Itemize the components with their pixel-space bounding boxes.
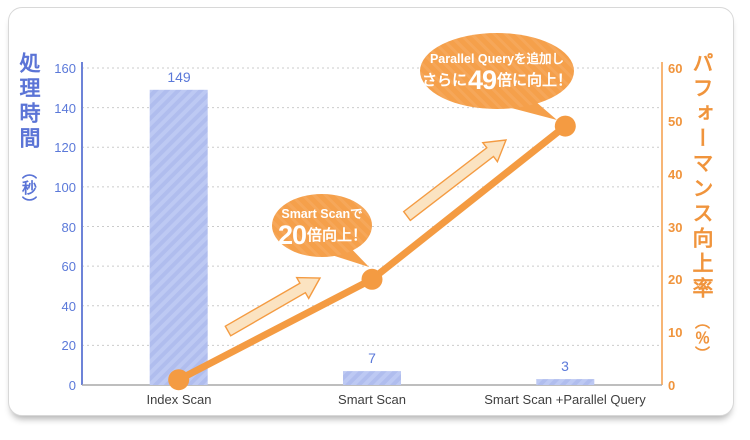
right-axis-title-text: パフォーマンス向上率 [690, 52, 713, 302]
annotation-big-number: 49 [467, 65, 497, 95]
line-marker [168, 369, 190, 391]
left-axis-tick-label: 20 [61, 338, 76, 353]
right-axis-tick-label: 10 [668, 325, 683, 340]
right-axis-unit: （％） [693, 313, 710, 362]
right-axis-tick-label: 20 [668, 272, 683, 287]
left-axis-tick-label: 120 [54, 140, 76, 155]
bar-value-label: 3 [561, 358, 569, 374]
right-axis-tick-label: 30 [668, 220, 683, 235]
category-label: Index Scan [146, 392, 212, 407]
left-axis-tick-label: 40 [61, 299, 76, 314]
bar-value-label: 7 [368, 350, 376, 366]
annotation-prefix: さらに [421, 72, 467, 89]
left-axis-tick-label: 140 [54, 101, 76, 116]
annotation-line1: Parallel Queryを追加し [429, 52, 565, 66]
category-label: Smart Scan +Parallel Query [484, 392, 646, 407]
annotation-suffix: 倍向上！ [307, 226, 368, 244]
annotation-line2: 20 倍向上！ [277, 219, 368, 250]
annotation-suffix: 倍に向上！ [497, 72, 573, 89]
left-axis-unit: （秒） [20, 163, 37, 212]
bar [536, 379, 595, 385]
right-axis-tick-label: 40 [668, 167, 683, 182]
left-axis-tick-label: 0 [68, 378, 76, 393]
growth-arrow [402, 139, 508, 222]
bar-value-label: 149 [167, 69, 191, 85]
annotation-line2: さらに 49 倍に向上！ [422, 67, 572, 94]
bar [343, 371, 401, 385]
annotation-line1: Smart Scanで [281, 206, 363, 221]
right-axis-tick-label: 0 [668, 378, 676, 393]
category-label: Smart Scan [338, 392, 406, 407]
left-axis-title: 処理時間 （秒） [17, 52, 40, 212]
line-marker [554, 115, 576, 137]
annotation-bubble: Parallel Queryを追加し さらに 49 倍に向上！ [420, 33, 574, 109]
annotation-bubble: Smart Scanで 20 倍向上！ [272, 194, 372, 257]
left-axis-tick-label: 60 [61, 259, 76, 274]
bar [149, 89, 208, 386]
right-axis-tick-label: 50 [668, 114, 683, 129]
growth-arrow [224, 276, 322, 337]
left-axis-tick-label: 160 [54, 61, 76, 76]
annotation-big-number: 20 [277, 219, 307, 250]
right-axis-tick-label: 60 [668, 61, 683, 76]
right-axis-title: パフォーマンス向上率 （％） [690, 52, 713, 362]
left-axis-tick-label: 80 [61, 220, 76, 235]
chart-card [8, 7, 734, 416]
left-axis-title-text: 処理時間 [17, 52, 40, 152]
line-marker [361, 268, 383, 290]
left-axis-tick-label: 100 [54, 180, 76, 195]
